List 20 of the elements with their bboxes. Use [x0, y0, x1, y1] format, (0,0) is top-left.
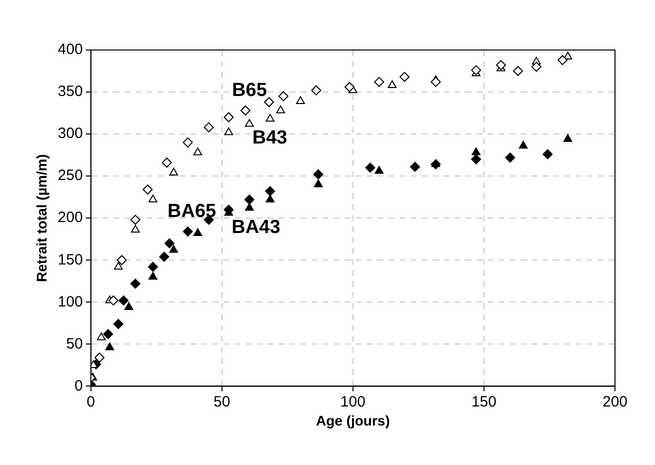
x-axis-title: Age (jours) — [316, 412, 390, 428]
y-tick-label: 100 — [58, 293, 83, 310]
y-tick-label: 400 — [58, 41, 83, 58]
x-tick-label: 150 — [471, 393, 496, 410]
x-tick-label: 100 — [340, 393, 366, 410]
x-tick-label: 50 — [214, 393, 230, 410]
y-tick-label: 300 — [58, 125, 83, 142]
series-label: B43 — [252, 128, 288, 149]
x-tick-label: 200 — [602, 393, 628, 410]
y-tick-label: 0 — [74, 377, 83, 394]
series-label: BA43 — [232, 216, 280, 238]
y-tick-label: 150 — [58, 251, 83, 268]
y-axis-title: Retrait total (µm/m) — [33, 154, 50, 282]
series-label: B65 — [232, 80, 268, 101]
y-tick-label: 250 — [58, 167, 83, 184]
x-tick-label: 0 — [86, 393, 95, 410]
y-tick-label: 350 — [58, 83, 83, 100]
y-tick-label: 200 — [58, 209, 83, 226]
series-label: BA65 — [168, 200, 217, 222]
y-tick-label: 50 — [66, 335, 83, 352]
